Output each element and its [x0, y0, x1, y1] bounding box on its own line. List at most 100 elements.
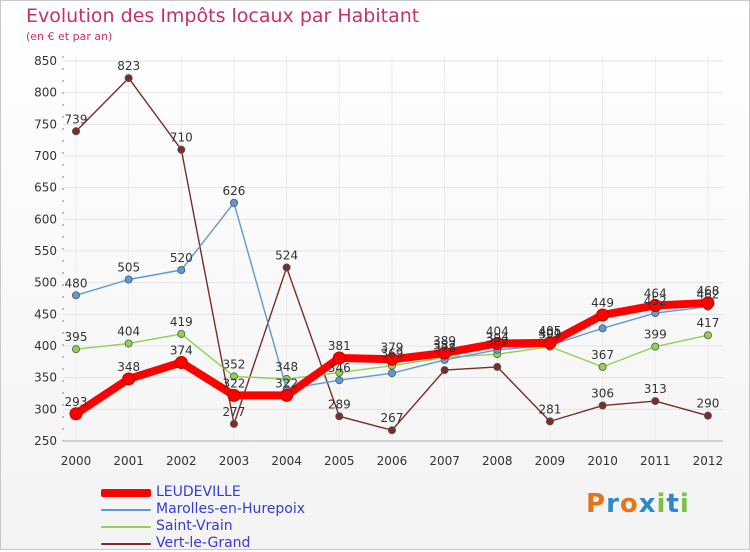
- data-label-marolles-en-hurepoix-2012: 462: [696, 288, 719, 302]
- data-label-saint-vrain-2011: 399: [644, 328, 667, 342]
- data-label-saint-vrain-2003: 352: [223, 357, 246, 371]
- data-label-vert-le-grand-2001: 823: [117, 59, 140, 73]
- x-tick-label-2000: 2000: [61, 454, 92, 468]
- y-tick-label-750: 750: [34, 117, 57, 131]
- logo-letter: i: [679, 489, 690, 519]
- x-tick-label-2002: 2002: [166, 454, 197, 468]
- x-tick-label-2009: 2009: [535, 454, 566, 468]
- x-tick-label-2003: 2003: [219, 454, 250, 468]
- data-label-leudeville-2011: 464: [644, 286, 667, 300]
- proxiti-logo: Proxiti: [586, 489, 690, 519]
- data-label-vert-le-grand-2003: 277: [223, 405, 246, 419]
- data-label-leudeville-2005: 381: [328, 339, 351, 353]
- y-tick-label-600: 600: [34, 212, 57, 226]
- x-tick-label-2004: 2004: [271, 454, 302, 468]
- y-tick-label-700: 700: [34, 149, 57, 163]
- data-label-leudeville-2010: 449: [591, 296, 614, 310]
- data-point-vert-le-grand-2008: [493, 362, 502, 371]
- data-point-leudeville-2002: [174, 355, 188, 369]
- data-label-saint-vrain-2004: 348: [275, 360, 298, 374]
- logo-letter: r: [606, 489, 620, 519]
- data-point-saint-vrain-2010: [598, 362, 607, 371]
- data-point-saint-vrain-2005: [335, 368, 344, 377]
- y-tick-label-400: 400: [34, 339, 57, 353]
- data-label-leudeville-2006: 379: [381, 340, 404, 354]
- data-point-leudeville-2008: [490, 336, 504, 350]
- y-tick-label-800: 800: [34, 86, 57, 100]
- y-tick-label-250: 250: [34, 434, 57, 448]
- data-point-vert-le-grand-2002: [177, 145, 186, 154]
- chart-title: Evolution des Impôts locaux par Habitant: [26, 5, 420, 27]
- data-point-leudeville-2009: [543, 336, 557, 350]
- data-point-leudeville-2000: [69, 407, 83, 421]
- x-tick-label-2007: 2007: [429, 454, 460, 468]
- data-label-saint-vrain-2010: 367: [591, 348, 614, 362]
- data-label-marolles-en-hurepoix-2007: 378: [433, 341, 456, 355]
- data-point-marolles-en-hurepoix-2001: [124, 275, 133, 284]
- x-tick-label-2012: 2012: [693, 454, 724, 468]
- data-point-marolles-en-hurepoix-2010: [598, 324, 607, 333]
- data-point-vert-le-grand-2003: [229, 419, 238, 428]
- data-label-marolles-en-hurepoix-2000: 480: [65, 276, 88, 290]
- legend-label: Vert-le-Grand: [156, 535, 251, 551]
- data-label-vert-le-grand-2004: 524: [275, 248, 298, 262]
- y-tick-label-350: 350: [34, 371, 57, 385]
- data-point-leudeville-2010: [596, 308, 610, 322]
- data-label-leudeville-2008: 404: [486, 324, 509, 338]
- data-label-saint-vrain-2008: 387: [486, 335, 509, 349]
- logo-letter: i: [656, 489, 667, 519]
- legend-swatch: [101, 525, 151, 528]
- data-label-leudeville-2001: 348: [117, 360, 140, 374]
- data-point-saint-vrain-2003: [229, 372, 238, 381]
- x-tick-label-2010: 2010: [587, 454, 618, 468]
- data-label-leudeville-2002: 374: [170, 343, 193, 357]
- data-label-saint-vrain-2006: 369: [381, 347, 404, 361]
- data-point-leudeville-2003: [227, 388, 241, 402]
- data-label-leudeville-2003: 322: [223, 376, 246, 390]
- data-point-leudeville-2011: [648, 298, 662, 312]
- data-label-saint-vrain-2000: 395: [65, 330, 88, 344]
- data-label-vert-le-grand-2002: 710: [170, 131, 193, 145]
- logo-letter: t: [666, 489, 680, 519]
- data-point-vert-le-grand-2012: [703, 411, 712, 420]
- data-point-vert-le-grand-2007: [440, 366, 449, 375]
- y-tick-label-550: 550: [34, 244, 57, 258]
- data-point-vert-le-grand-2009: [545, 417, 554, 426]
- data-label-marolles-en-hurepoix-2011: 452: [644, 294, 667, 308]
- data-label-leudeville-2007: 389: [433, 334, 456, 348]
- data-label-vert-le-grand-2000: 739: [65, 112, 88, 126]
- data-point-vert-le-grand-2011: [651, 397, 660, 406]
- logo-letter: x: [638, 489, 657, 519]
- data-point-saint-vrain-2002: [177, 329, 186, 338]
- data-label-vert-le-grand-2012: 290: [696, 397, 719, 411]
- x-tick-label-2011: 2011: [640, 454, 671, 468]
- data-point-vert-le-grand-2000: [72, 127, 81, 136]
- data-point-leudeville-2005: [332, 351, 346, 365]
- data-point-vert-le-grand-2010: [598, 401, 607, 410]
- data-point-leudeville-2004: [280, 388, 294, 402]
- data-point-marolles-en-hurepoix-2002: [177, 265, 186, 274]
- y-tick-label-500: 500: [34, 276, 57, 290]
- legend-label: LEUDEVILLE: [156, 484, 241, 500]
- data-label-saint-vrain-2001: 404: [117, 324, 140, 338]
- x-tick-label-2005: 2005: [324, 454, 355, 468]
- logo-letter: P: [586, 489, 607, 519]
- data-label-marolles-en-hurepoix-2001: 505: [117, 261, 140, 275]
- logo-letter: o: [619, 489, 639, 519]
- data-label-leudeville-2004: 322: [275, 376, 298, 390]
- data-point-leudeville-2012: [701, 296, 715, 310]
- data-point-marolles-en-hurepoix-2000: [72, 291, 81, 300]
- data-point-vert-le-grand-2005: [335, 412, 344, 421]
- data-point-marolles-en-hurepoix-2003: [229, 198, 238, 207]
- data-label-vert-le-grand-2011: 313: [644, 382, 667, 396]
- data-label-vert-le-grand-2010: 306: [591, 387, 614, 401]
- data-point-leudeville-2006: [385, 352, 399, 366]
- legend-swatch: [101, 508, 151, 511]
- data-point-marolles-en-hurepoix-2006: [387, 369, 396, 378]
- legend-swatch: [101, 488, 151, 497]
- data-label-saint-vrain-2012: 417: [696, 316, 719, 330]
- data-point-saint-vrain-2001: [124, 339, 133, 348]
- y-tick-label-450: 450: [34, 307, 57, 321]
- data-point-marolles-en-hurepoix-2005: [335, 376, 344, 385]
